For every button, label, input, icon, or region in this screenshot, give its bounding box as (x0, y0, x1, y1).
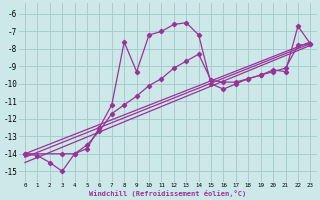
X-axis label: Windchill (Refroidissement éolien,°C): Windchill (Refroidissement éolien,°C) (89, 190, 246, 197)
